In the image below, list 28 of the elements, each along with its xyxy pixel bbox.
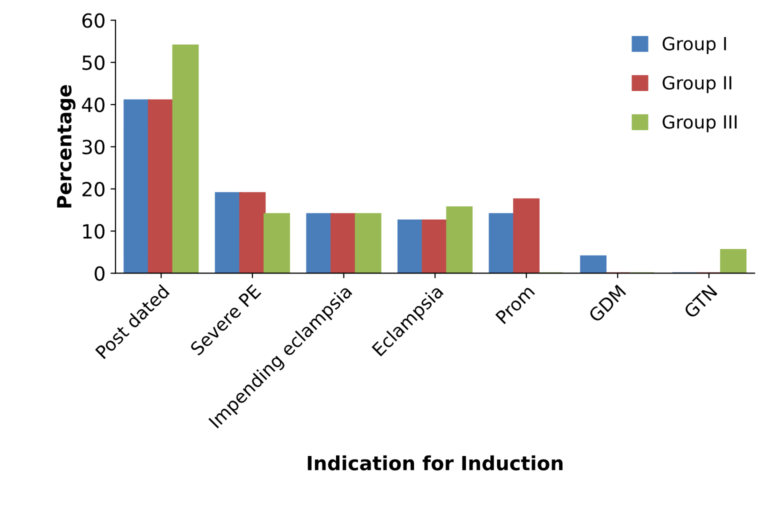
bar bbox=[488, 213, 516, 274]
y-tick-label: 0 bbox=[94, 266, 104, 281]
bar bbox=[397, 219, 424, 274]
y-tick-label: 40 bbox=[82, 98, 104, 112]
bar bbox=[148, 99, 174, 274]
legend-label: Group I bbox=[662, 36, 726, 54]
y-axis-title: Percentage bbox=[57, 85, 76, 208]
bar bbox=[306, 213, 333, 274]
y-tick-label: 10 bbox=[83, 224, 104, 239]
bar bbox=[172, 44, 199, 274]
bar bbox=[513, 198, 540, 274]
bar bbox=[264, 213, 290, 274]
legend-label: Group III bbox=[662, 115, 737, 132]
y-tick-label: 30 bbox=[82, 140, 104, 154]
y-tick-label: 60 bbox=[82, 13, 104, 28]
legend-label: Group II bbox=[662, 76, 732, 94]
bar bbox=[124, 99, 150, 274]
bar bbox=[239, 192, 266, 274]
bar bbox=[354, 213, 382, 274]
bar bbox=[720, 249, 747, 274]
y-tick-label: 50 bbox=[82, 55, 104, 70]
bar bbox=[422, 219, 448, 274]
bar bbox=[214, 192, 242, 274]
bar bbox=[446, 206, 473, 274]
x-axis-title: Indication for Induction bbox=[308, 455, 563, 470]
bar bbox=[580, 255, 607, 274]
y-tick-label: 20 bbox=[82, 182, 104, 197]
bar bbox=[330, 213, 357, 274]
